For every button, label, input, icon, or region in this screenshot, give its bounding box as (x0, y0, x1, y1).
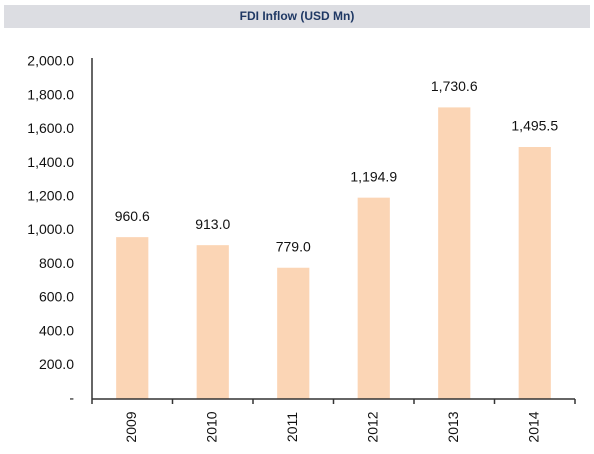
y-tick-label: 1,000.0 (27, 221, 74, 237)
data-label: 1,194.9 (350, 168, 397, 184)
bar (438, 107, 471, 400)
data-label: 779.0 (276, 238, 311, 254)
bar (518, 147, 551, 399)
bar (277, 267, 310, 399)
y-tick-label: 1,200.0 (27, 188, 74, 204)
data-label: 960.6 (115, 208, 150, 224)
x-tick-label: 2014 (525, 411, 541, 442)
bar (196, 245, 229, 399)
x-tick-label: 2012 (364, 411, 380, 442)
y-tick-label: 1,400.0 (27, 154, 74, 170)
y-tick-label: 2,000.0 (27, 53, 74, 69)
bar (357, 197, 390, 399)
x-tick-label: 2010 (203, 411, 219, 442)
data-label: 1,495.5 (511, 118, 558, 134)
chart-title: FDI Inflow (USD Mn) (240, 9, 355, 23)
title-band (4, 5, 590, 28)
x-tick-label: 2009 (123, 411, 139, 442)
y-tick-label: 600.0 (39, 289, 74, 305)
y-tick-label: - (69, 390, 74, 406)
data-label: 913.0 (195, 216, 230, 232)
x-tick-label: 2011 (284, 412, 300, 442)
y-tick-label: 200.0 (39, 356, 74, 372)
y-tick-label: 1,600.0 (27, 120, 74, 136)
y-tick-label: 800.0 (39, 255, 74, 271)
y-tick-label: 400.0 (39, 322, 74, 338)
bar (116, 237, 149, 399)
y-tick-label: 1,800.0 (27, 86, 74, 102)
x-tick-label: 2013 (445, 411, 461, 442)
data-label: 1,730.6 (431, 78, 478, 94)
